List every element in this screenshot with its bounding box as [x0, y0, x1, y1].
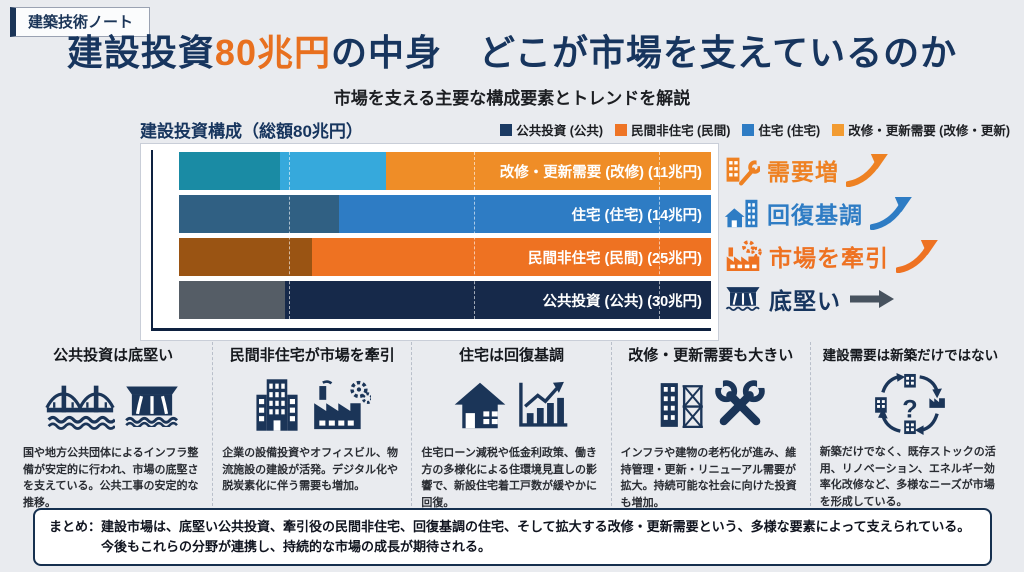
annotation-label: 市場を牽引: [769, 245, 889, 271]
summary-text: 建設市場は、底堅い公共投資、牽引役の民間非住宅、回復基調の住宅、そして拡大する改…: [101, 517, 970, 557]
legend-label: 民間非住宅 (民間): [631, 124, 731, 138]
factory-gear-icon: [724, 239, 762, 273]
house-icon: [453, 381, 507, 430]
card-renovation: 改修・更新需要も大きい インフラや建物の老朽化が進み、維持管理・更新・リニューア…: [612, 342, 811, 511]
legend-label: 公共投資 (公共): [516, 124, 604, 138]
y-axis-line: [151, 150, 153, 331]
card-public-investment: 公共投資は底堅い 国や地方公共団体によるインフラ整備が安定的に行われ、市場の底堅…: [14, 342, 214, 511]
bar-segment: [280, 152, 387, 190]
bar-label-housing: 住宅 (住宅) (14兆円): [571, 207, 702, 224]
crossed-wrenches-icon: [713, 379, 766, 431]
rising-chart-icon: [515, 381, 569, 430]
legend-swatch-orange: [615, 123, 628, 136]
bar-housing: 住宅 (住宅) (14兆円): [179, 195, 711, 233]
bar-segment: 民間非住宅 (民間) (25兆円): [312, 238, 711, 276]
right-arrow-icon: [848, 289, 896, 309]
card-body: 住宅ローン減税や低金利政策、働き方の多様化による住環境見直しの影響で、新設住宅着…: [421, 447, 598, 509]
bar-label-renovation: 改修・更新需要 (改修) (11兆円): [499, 164, 702, 181]
factory-icon: [309, 379, 372, 431]
card-icons: [222, 371, 402, 439]
legend-item-public: 公共投資 (公共): [500, 120, 603, 139]
dam-icon: [724, 285, 762, 313]
bar-segment: 改修・更新需要 (改修) (11兆円): [386, 152, 711, 190]
annotation-label: 回復基調: [767, 202, 863, 228]
bar-segment: [179, 238, 312, 276]
trend-annotations: 需要増 回復基調 市場を牽引: [724, 151, 1020, 323]
title-part1: 建設投資: [66, 32, 215, 73]
annotation-market-driver: 市場を牽引: [724, 237, 1020, 275]
card-beyond-newbuild: 建設需要は新築だけではない ? 新築だけでなく、既存ストックの活用、リノベーショ…: [811, 342, 1010, 511]
annotation-label: 需要増: [767, 159, 839, 185]
annotation-recovery: 回復基調: [724, 194, 1020, 232]
detail-cards: 公共投資は底堅い 国や地方公共団体によるインフラ整備が安定的に行われ、市場の底堅…: [14, 342, 1010, 511]
summary-box: まとめ： 建設市場は、底堅い公共投資、牽引役の民間非住宅、回復基調の住宅、そして…: [33, 508, 992, 567]
bar-public: 公共投資 (公共) (30兆円): [179, 281, 711, 319]
legend-label: 改修・更新需要 (改修・更新): [848, 124, 1010, 138]
house-building-icon: [724, 198, 760, 229]
annotation-solid: 底堅い: [724, 280, 1020, 318]
bar-segment: [179, 152, 281, 190]
card-body: 新築だけでなく、既存ストックの活用、リノベーション、エネルギー効率化改修など、多…: [819, 446, 996, 508]
summary-line-1: 建設市場は、底堅い公共投資、牽引役の民間非住宅、回復基調の住宅、そして拡大する改…: [101, 519, 971, 534]
scaffold-building-icon: [656, 378, 706, 432]
card-body: インフラや建物の老朽化が進み、維持管理・更新・リニューアル需要が拡大。持続可能な…: [620, 447, 797, 509]
bar-label-private-nonres: 民間非住宅 (民間) (25兆円): [528, 250, 702, 267]
card-title: 公共投資は底堅い: [53, 347, 174, 364]
x-axis-line: [151, 328, 711, 331]
svg-text:?: ?: [903, 396, 918, 424]
legend-item-private-nonres: 民間非住宅 (民間): [615, 120, 730, 139]
card-icons: ?: [820, 370, 1001, 438]
card-body: 国や地方公共団体によるインフラ整備が安定的に行われ、市場の底堅さを支えている。公…: [23, 447, 199, 509]
annotation-label: 底堅い: [769, 288, 841, 314]
page-subtitle: 市場を支える主要な構成要素とトレンドを解説: [333, 89, 691, 108]
brand-badge: 建築技術ノート: [10, 7, 151, 37]
dam-icon: [123, 383, 181, 427]
card-title: 住宅は回復基調: [458, 347, 564, 364]
curved-up-arrow-icon: [896, 239, 940, 273]
card-icons: [421, 371, 601, 439]
bar-stack: 改修・更新需要 (改修) (11兆円) 住宅 (住宅) (14兆円) 民間非住宅…: [179, 152, 711, 324]
title-part2: の中身 どこが市場を支えているのか: [330, 32, 958, 73]
curved-up-arrow-icon: [846, 153, 890, 187]
bar-private-nonres: 民間非住宅 (民間) (25兆円): [179, 238, 711, 276]
chart-legend: 公共投資 (公共) 民間非住宅 (民間) 住宅 (住宅) 改修・更新需要 (改修…: [500, 120, 1010, 139]
building-wrench-icon: [724, 155, 760, 186]
bar-renovation: 改修・更新需要 (改修) (11兆円): [179, 152, 711, 190]
chart-title: 建設投資構成（総額80兆円）: [140, 122, 363, 141]
card-body: 企業の設備投資やオフィスビル、物流施設の建設が活発。デジタル化や脱炭素化に伴う需…: [222, 447, 398, 492]
card-title: 民間非住宅が市場を牽引: [229, 347, 395, 364]
card-title: 建設需要は新築だけではない: [822, 348, 999, 363]
legend-swatch-blue: [742, 123, 755, 136]
bar-label-public: 公共投資 (公共) (30兆円): [542, 293, 702, 310]
summary-label: まとめ：: [49, 519, 102, 534]
card-title: 改修・更新需要も大きい: [628, 347, 794, 364]
legend-item-renovation: 改修・更新需要 (改修・更新): [832, 120, 1010, 139]
bar-segment: [179, 281, 286, 319]
page-title: 建設投資80兆円の中身 どこが市場を支えているのか: [0, 24, 1024, 76]
office-building-icon: [253, 377, 301, 433]
bar-chart: 改修・更新需要 (改修) (11兆円) 住宅 (住宅) (14兆円) 民間非住宅…: [140, 143, 719, 341]
card-icons: [23, 371, 203, 439]
card-icons: [621, 371, 801, 439]
bar-segment: 公共投資 (公共) (30兆円): [285, 281, 711, 319]
chart-header: 建設投資構成（総額80兆円） 公共投資 (公共) 民間非住宅 (民間) 住宅 (…: [140, 117, 1010, 142]
annotation-demand-up: 需要増: [724, 151, 1020, 189]
bar-segment: [179, 195, 339, 233]
curved-up-arrow-icon: [870, 196, 914, 230]
summary-line-2: 今後もこれらの分野が連携し、持続的な市場の成長が期待される。: [101, 539, 492, 555]
building-cycle-icon: ?: [873, 373, 947, 435]
bar-segment: 住宅 (住宅) (14兆円): [338, 195, 711, 233]
legend-swatch-light-orange: [832, 123, 845, 136]
card-housing: 住宅は回復基調 住宅ローン減税や低金利政策、働き方の多様化による住環境見直しの影…: [412, 342, 612, 511]
card-private-nonres: 民間非住宅が市場を牽引 企業の設備投資やオフィスビル、物流施設の建設が活発。デジ…: [213, 342, 413, 511]
legend-item-housing: 住宅 (住宅): [742, 120, 820, 139]
legend-swatch-navy: [500, 123, 513, 136]
bridge-icon: [45, 380, 116, 430]
title-highlight: 80兆円: [214, 32, 331, 73]
legend-label: 住宅 (住宅): [758, 124, 821, 138]
